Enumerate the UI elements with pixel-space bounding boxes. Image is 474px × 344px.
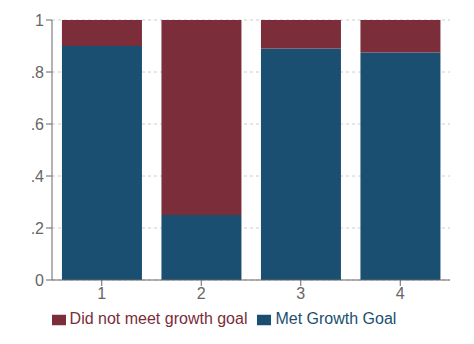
html-text:Met Growth Goal: Met Growth Goal xyxy=(275,310,397,327)
svg-text:0: 0 xyxy=(35,272,44,289)
svg-text:1: 1 xyxy=(97,285,106,302)
svg-text:2: 2 xyxy=(197,285,206,302)
svg-text:3: 3 xyxy=(296,285,305,302)
svg-text:.6: .6 xyxy=(31,116,44,133)
svg-text:.4: .4 xyxy=(31,168,44,185)
svg-text:4: 4 xyxy=(396,285,405,302)
svg-text:.2: .2 xyxy=(31,220,44,237)
html-text:Did not meet growth goal: Did not meet growth goal xyxy=(69,310,248,327)
svg-text:1: 1 xyxy=(35,12,44,29)
svg-text:.8: .8 xyxy=(31,64,44,81)
